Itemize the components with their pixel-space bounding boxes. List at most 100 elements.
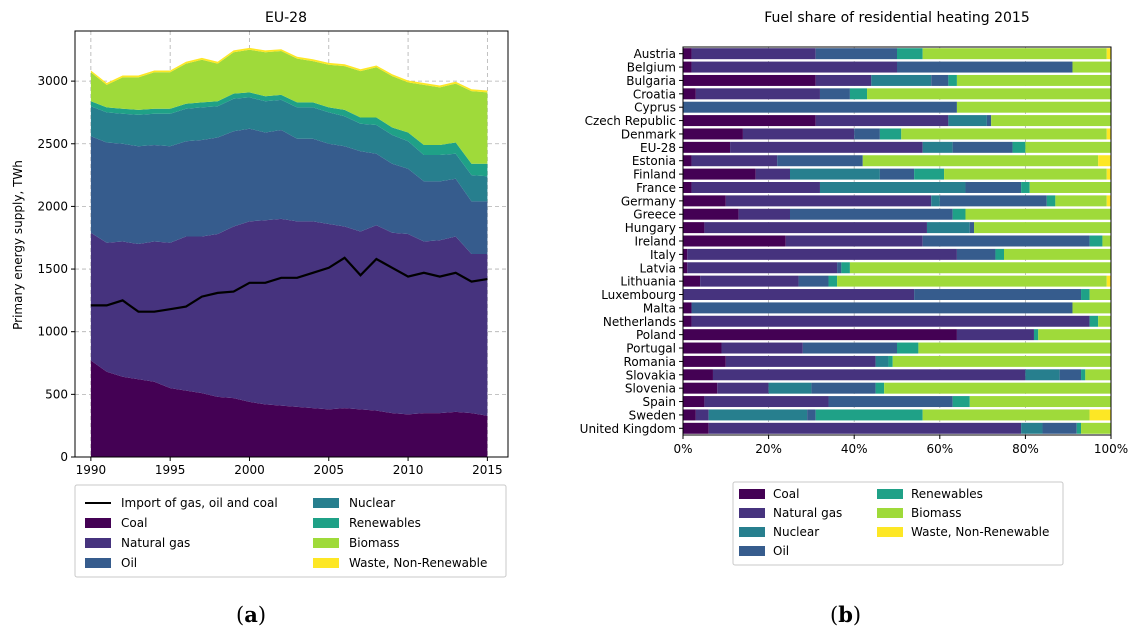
bar-malta-coal	[683, 302, 692, 314]
category-label: Slovenia	[625, 382, 676, 396]
bar-france-natural-gas	[691, 182, 820, 193]
area-coal	[90, 360, 488, 457]
category-label: Cyprus	[634, 101, 676, 115]
bar-luxembourg-biomass	[1089, 289, 1111, 300]
panel-a-letter: a	[244, 602, 258, 627]
bar-czech-republic-nuclear	[986, 115, 992, 127]
bar-cyprus-biomass	[956, 101, 1111, 113]
import-line	[90, 256, 488, 313]
bar-slovenia-oil	[768, 382, 812, 394]
bar-hungary-biomass	[974, 222, 1111, 234]
y-tick-label: 2000	[37, 199, 68, 213]
legend-swatch-coal	[739, 489, 765, 499]
bar-latvia-renewables	[841, 262, 850, 274]
panel-b-legend: Coal Natural gas Nuclear Oil Renewables Bioma…	[732, 481, 1064, 566]
bar-united-kingdom-natural-gas	[708, 422, 1022, 434]
panel-a-legend: Import of gas, oil and coal Coal Natural g…	[74, 484, 507, 578]
bar-austria-natural-gas	[691, 48, 816, 60]
bar-latvia-nuclear	[837, 262, 842, 274]
bar-bulgaria-biomass	[956, 74, 1111, 86]
bar-czech-republic-oil	[948, 115, 987, 127]
bar-slovakia-nuclear	[1059, 369, 1082, 381]
panel-a-areas	[90, 47, 488, 457]
category-label: Austria	[634, 47, 676, 61]
bar-ireland-natural-gas	[785, 235, 923, 247]
bar-finland-renewables	[914, 168, 945, 180]
x-tick-label: 2015	[472, 463, 503, 477]
bar-slovakia-natural-gas	[712, 369, 1026, 381]
bar-sweden-waste-non-renewable	[1089, 409, 1111, 421]
category-label: Poland	[636, 328, 676, 342]
bar-croatia-renewables	[849, 88, 868, 100]
area-oil	[90, 128, 488, 254]
bar-greece-biomass	[965, 208, 1111, 220]
legend-swatch-biomass	[877, 508, 903, 518]
category-label: Luxembourg	[601, 288, 676, 302]
bar-denmark-waste-non-renewable	[1106, 128, 1111, 140]
legend-swatch-waste-non-renewable	[313, 558, 339, 568]
bar-hungary-nuclear	[969, 222, 975, 234]
panel-b-ticks: AustriaBelgiumBulgariaCroatiaCyprusCzech…	[580, 47, 1128, 456]
bar-germany-renewables	[1046, 195, 1056, 207]
bar-poland-renewables	[1033, 329, 1039, 341]
bar-eu-28-nuclear	[952, 141, 1013, 153]
bar-portugal-nuclear	[802, 342, 897, 354]
bar-germany-nuclear	[939, 195, 1047, 207]
x-tick-label: 100%	[1094, 442, 1128, 456]
category-label: Czech Republic	[585, 114, 676, 128]
bar-estonia-coal	[683, 155, 692, 167]
bar-poland-natural-gas	[956, 329, 1034, 341]
bar-bulgaria-nuclear	[931, 74, 949, 86]
bar-italy-renewables	[995, 248, 1004, 260]
legend-label-nuclear: Nuclear	[349, 496, 395, 510]
legend-swatch-oil	[85, 558, 111, 568]
category-label: Malta	[643, 301, 676, 315]
category-label: United Kingdom	[580, 422, 676, 436]
bar-france-biomass	[1029, 182, 1111, 193]
category-label: Ireland	[634, 235, 676, 249]
category-label: Slovakia	[626, 368, 676, 382]
bar-netherlands-renewables	[1089, 315, 1099, 327]
category-label: Croatia	[633, 87, 676, 101]
bar-eu-28-biomass	[1025, 141, 1111, 153]
bar-estonia-nuclear	[777, 155, 863, 167]
bar-finland-waste-non-renewable	[1106, 168, 1111, 180]
bar-lithuania-waste-non-renewable	[1106, 275, 1111, 287]
bar-hungary-oil	[926, 222, 970, 234]
bar-croatia-coal	[683, 88, 696, 100]
bar-slovenia-nuclear	[811, 382, 876, 394]
legend-label-waste-non-renewable: Waste, Non-Renewable	[911, 525, 1049, 539]
legend-box	[74, 484, 507, 578]
y-tick-label: 0	[60, 450, 68, 464]
bar-germany-biomass	[1055, 195, 1107, 207]
bar-greece-nuclear	[790, 208, 953, 220]
bar-eu-28-renewables	[1012, 141, 1026, 153]
bar-belgium-biomass	[1072, 61, 1111, 73]
x-tick-label: 1990	[76, 463, 107, 477]
legend-swatch-natural-gas	[739, 508, 765, 518]
y-tick-label: 500	[45, 387, 68, 401]
bar-romania-oil	[875, 355, 889, 367]
bar-denmark-nuclear	[854, 128, 880, 140]
x-tick-label: 2005	[313, 463, 344, 477]
panel-b-caption: (b)	[830, 602, 862, 627]
bar-germany-coal	[683, 195, 726, 207]
legend-label-natural-gas: Natural gas	[121, 536, 190, 550]
bar-spain-biomass	[969, 396, 1111, 408]
bar-malta-biomass	[1072, 302, 1111, 314]
bar-sweden-renewables	[815, 409, 923, 421]
bar-sweden-nuclear	[807, 409, 816, 421]
bar-germany-waste-non-renewable	[1106, 195, 1111, 207]
bar-belgium-nuclear	[897, 61, 1073, 73]
category-label: Italy	[650, 248, 676, 262]
bar-denmark-natural-gas	[742, 128, 855, 140]
bar-finland-coal	[683, 168, 756, 180]
bar-czech-republic-natural-gas	[815, 115, 949, 127]
bar-slovakia-renewables	[1081, 369, 1086, 381]
bar-finland-biomass	[944, 168, 1107, 180]
bar-spain-natural-gas	[704, 396, 829, 408]
legend-label-natural-gas: Natural gas	[773, 506, 842, 520]
bar-czech-republic-biomass	[991, 115, 1111, 127]
x-tick-label: 0%	[673, 442, 692, 456]
bar-sweden-oil	[708, 409, 808, 421]
